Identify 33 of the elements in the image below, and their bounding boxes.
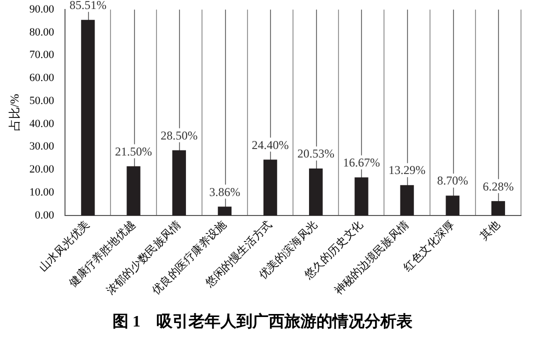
bar — [309, 168, 323, 216]
data-label: 85.51% — [69, 0, 106, 12]
bar — [354, 177, 368, 216]
y-tick-label: 40.00 — [29, 118, 55, 130]
data-label: 16.67% — [342, 155, 380, 170]
data-label: 20.53% — [297, 146, 334, 161]
y-tick-label: 90.00 — [29, 3, 55, 16]
bar — [126, 166, 140, 216]
y-tick-label: 60.00 — [29, 72, 55, 84]
y-tick-label: 0.00 — [34, 209, 55, 222]
data-label: 24.40% — [252, 138, 289, 152]
bar — [446, 196, 460, 216]
bar — [218, 206, 232, 216]
x-tick-label: 其他 — [478, 218, 502, 243]
y-tick-label: 30.00 — [29, 140, 55, 153]
text: 图 1 吸引老年人到广西旅游的情况分析表 — [112, 312, 414, 331]
data-label: 3.86% — [209, 184, 240, 199]
y-tick-label: 80.00 — [29, 26, 55, 38]
y-tick-label: 10.00 — [29, 186, 55, 198]
bar — [400, 185, 414, 216]
y-tick-label: 70.00 — [29, 49, 55, 62]
data-label: 21.50% — [115, 144, 152, 158]
bar — [81, 20, 95, 216]
y-tick-label: 20.00 — [29, 164, 55, 176]
y-tick-label: 50.00 — [29, 94, 55, 107]
data-label: 28.50% — [160, 128, 198, 142]
data-label: 6.28% — [482, 179, 514, 194]
bar — [263, 160, 278, 216]
data-label: 8.70% — [437, 174, 468, 188]
bar — [172, 150, 186, 216]
bar — [491, 201, 506, 216]
data-label: 13.29% — [388, 163, 426, 178]
y-axis-title: 占比/% — [7, 94, 22, 132]
